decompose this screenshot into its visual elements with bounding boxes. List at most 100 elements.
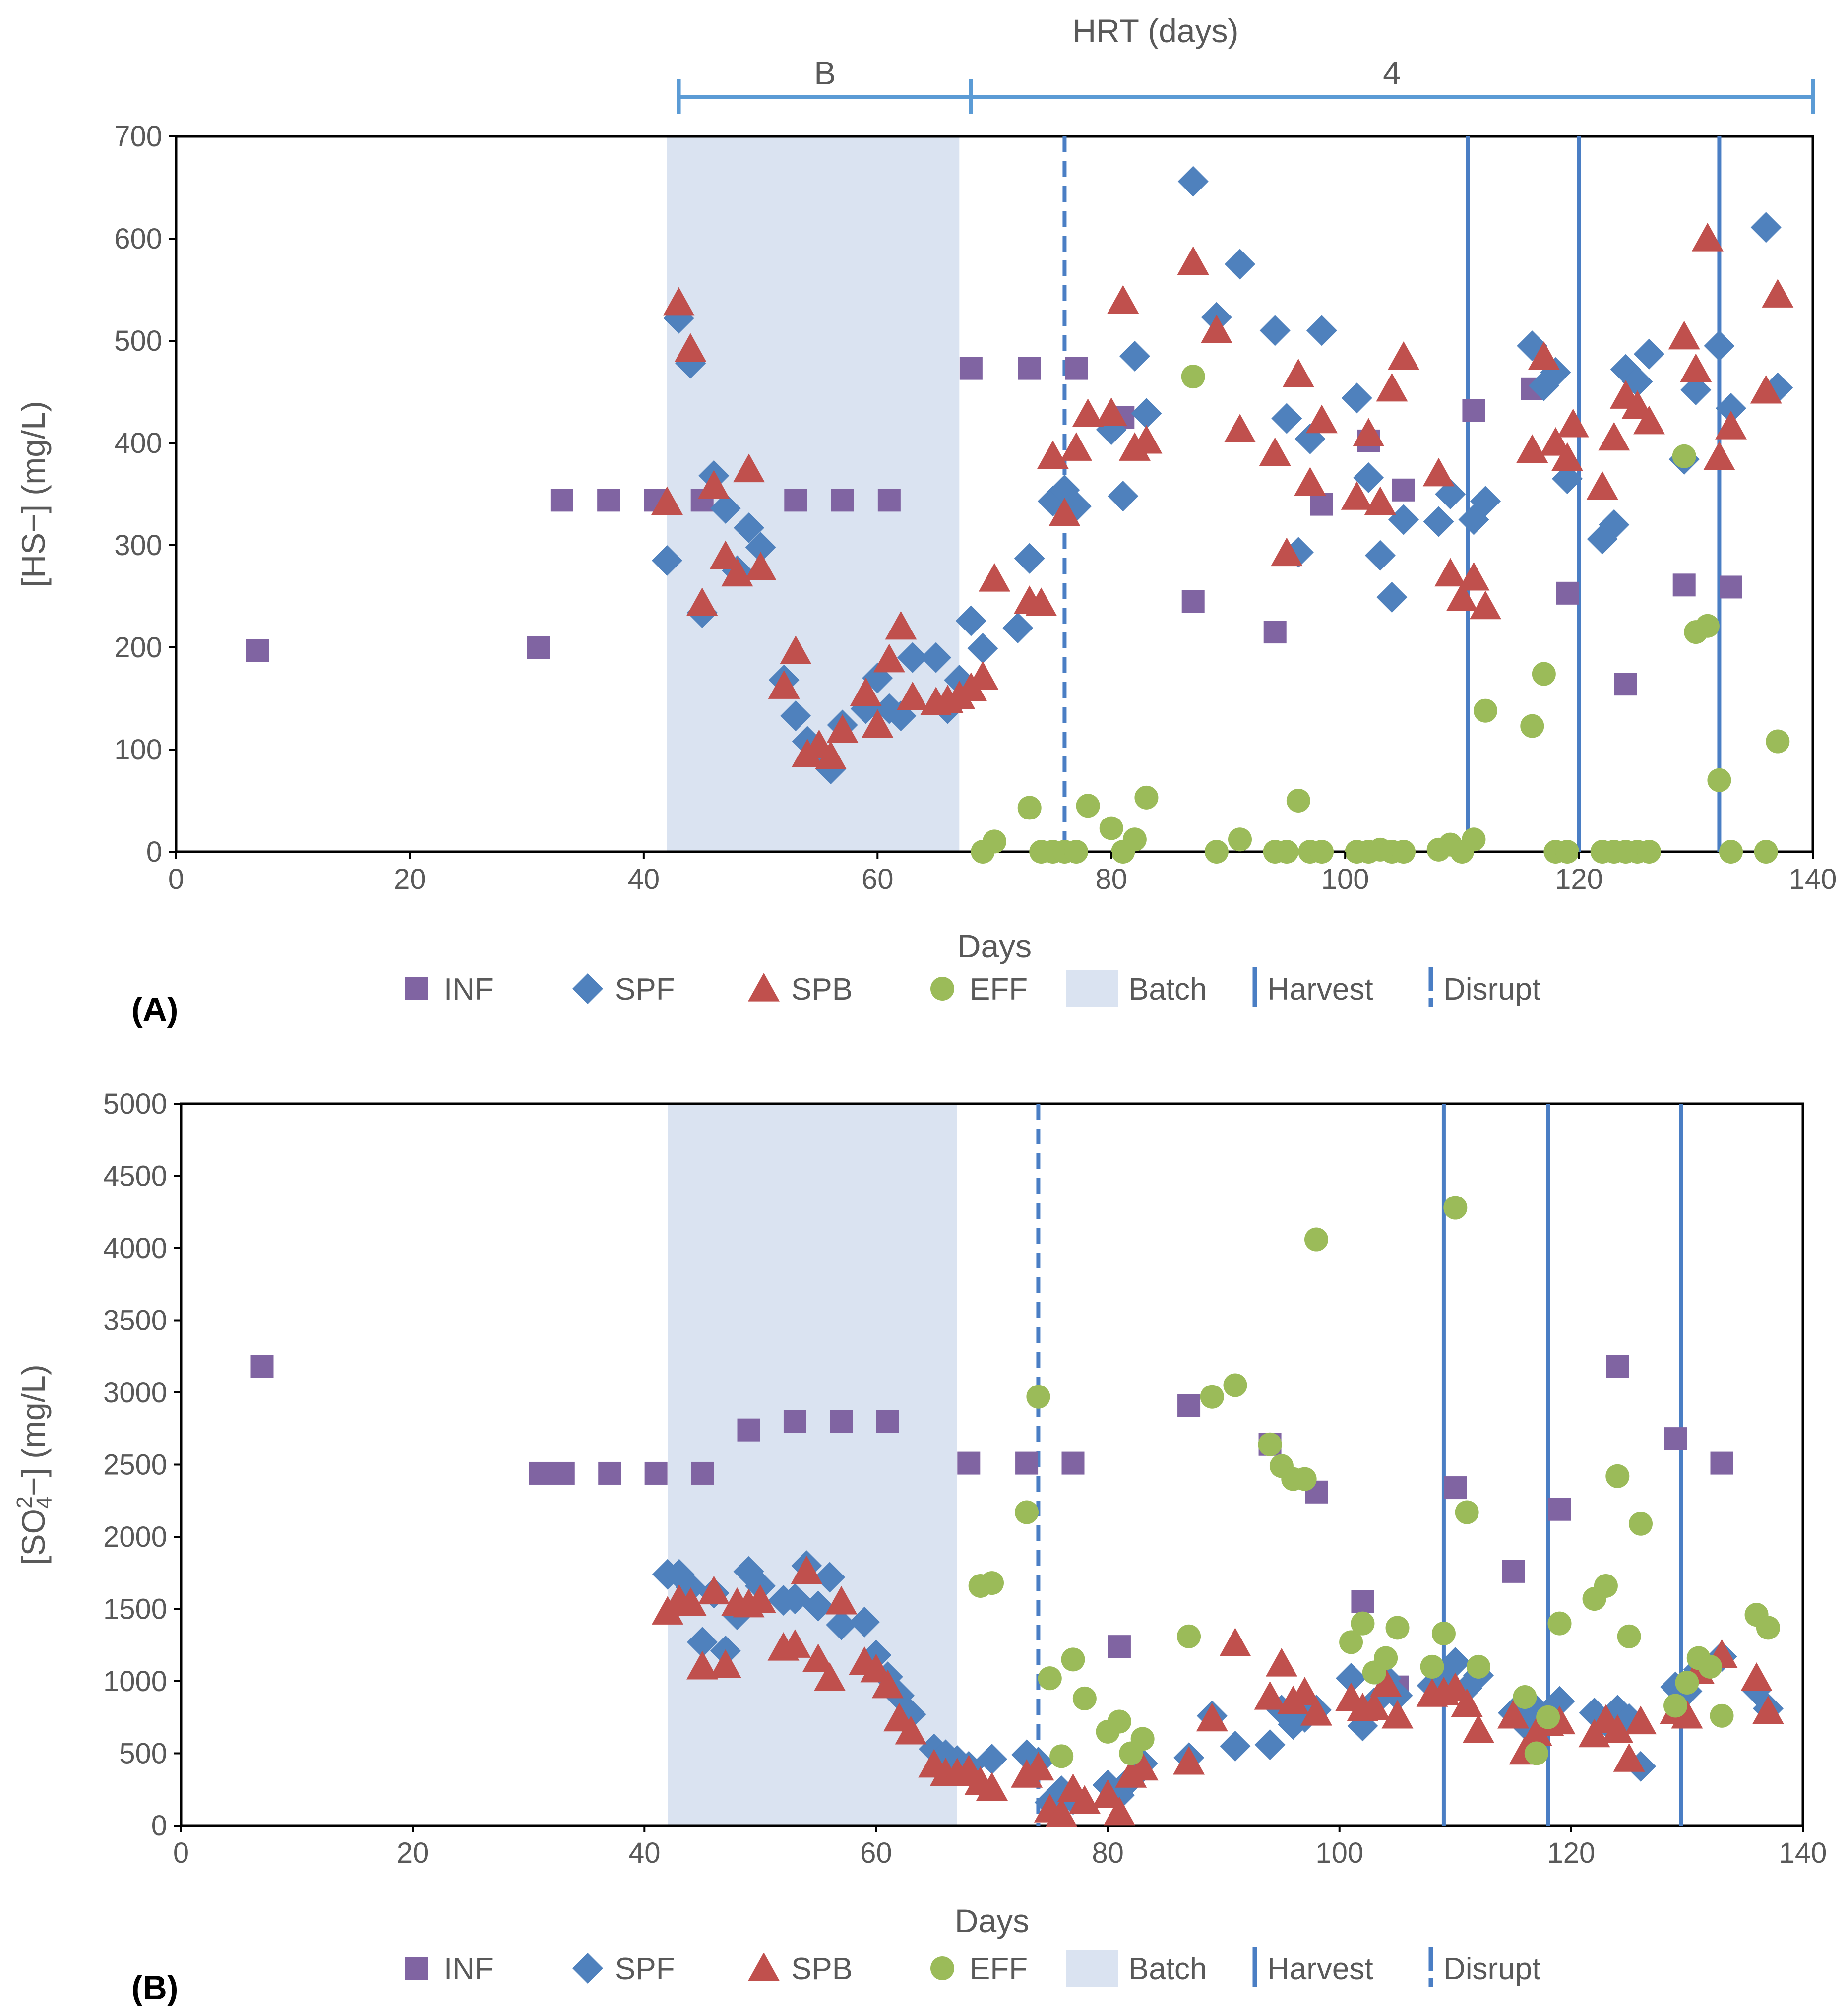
- panel-b-inf-point: [250, 1355, 274, 1378]
- panel-b-eff-point: [980, 1571, 1004, 1595]
- panel-b-y-tick-label: 3000: [103, 1377, 167, 1409]
- panel-b-inf-point: [644, 1461, 668, 1485]
- panel-a-spb-point: [1551, 442, 1583, 471]
- panel-a-spf-point: [897, 642, 928, 673]
- panel-b-x-tick-label: 100: [1315, 1837, 1363, 1869]
- panel-b-x-tick-label: 80: [1092, 1837, 1124, 1869]
- panel-a-eff-point: [1064, 840, 1088, 864]
- panel-a-spb-point: [873, 643, 905, 673]
- panel-a-series-eff: [971, 365, 1790, 864]
- panel-a-spf-point: [1353, 462, 1384, 494]
- panel-b-spb-point: [1300, 1697, 1332, 1726]
- panel-a-spb-point: [1586, 471, 1618, 500]
- panel-b-x-axis-title: Days: [955, 1902, 1029, 1939]
- panel-a-label: (A): [131, 991, 178, 1028]
- hrt-segment-label: B: [814, 55, 836, 91]
- panel-a-eff-point: [1555, 840, 1579, 864]
- panel-b-eff-point: [1536, 1705, 1560, 1729]
- panel-a-spf-point: [1599, 509, 1630, 540]
- panel-b-eff-point: [1026, 1385, 1050, 1409]
- panel-a-spb-point: [698, 470, 730, 499]
- panel-b-eff-point: [1467, 1654, 1490, 1679]
- panel-a-inf-point: [1263, 621, 1287, 644]
- panel-a-spb-point: [1060, 432, 1092, 461]
- panel-b-eff-point: [1617, 1624, 1641, 1648]
- panel-a-spf-point: [1271, 403, 1302, 434]
- panel-a-eff-point: [1228, 827, 1252, 852]
- panel-b-eff-point: [1698, 1654, 1723, 1679]
- panel-a-spb-point: [1130, 425, 1163, 454]
- panel-a-spb-point: [1037, 440, 1069, 469]
- panel-a-spb-point: [1715, 411, 1747, 440]
- panel-b-spf-point: [1336, 1663, 1367, 1694]
- panel-b-eff-point: [1663, 1694, 1688, 1718]
- panel-b-y-tick-label: 1500: [103, 1593, 167, 1626]
- panel-b-eff-point: [1339, 1630, 1363, 1654]
- panel-b-eff-point: [1130, 1727, 1155, 1751]
- panel-a-spb-point: [744, 552, 777, 580]
- panel-b-spb-point: [779, 1629, 811, 1658]
- panel-b-inf-point: [1548, 1498, 1571, 1521]
- panel-a-inf-point: [877, 489, 901, 512]
- panel-a-inf-point: [597, 489, 620, 512]
- panel-a-spb-point: [1691, 223, 1724, 252]
- panel-a-spb-point: [1528, 341, 1560, 370]
- panel-a-eff-point: [1076, 794, 1100, 818]
- panel-b-eff-point: [1756, 1616, 1780, 1640]
- panel-a-eff-point: [1392, 840, 1416, 864]
- panel-b-inf-point: [1351, 1590, 1374, 1613]
- panel-b-spb-point: [1381, 1700, 1414, 1729]
- panel-a-spb-point: [826, 714, 859, 743]
- panel-b-spb-point: [675, 1587, 707, 1616]
- panel-a-eff-point: [1286, 789, 1310, 813]
- panel-b-spb-point: [1463, 1714, 1494, 1743]
- panel-a-spb-point: [1072, 398, 1104, 427]
- panel-b-y-axis-title: [SO42−] (mg/L): [12, 1364, 57, 1565]
- panel-b-spb-point: [1451, 1688, 1483, 1717]
- panel-a-eff-point: [1204, 840, 1229, 864]
- panel-b-inf-point: [529, 1461, 552, 1485]
- panel-b-spb-point: [1219, 1628, 1251, 1656]
- panel-a-eff-point: [1520, 714, 1544, 738]
- panel-b-spb-point: [686, 1650, 719, 1680]
- panel-b-spb-point: [1265, 1648, 1297, 1677]
- panel-b-y-tick-label: 2500: [103, 1449, 167, 1481]
- panel-a-spb-point: [1516, 434, 1548, 463]
- panel-b-spb-point: [1625, 1705, 1657, 1735]
- panel-a-spb-point: [1388, 341, 1419, 370]
- panel-b-legend-inf-label: INF: [444, 1952, 493, 1986]
- panel-a-spb-point: [1294, 467, 1326, 496]
- panel-a-legend-spf-label: SPF: [615, 972, 675, 1007]
- panel-a-spb-point: [675, 333, 707, 362]
- panel-b-x-tick-label: 20: [397, 1837, 429, 1869]
- panel-b-eff-point: [1293, 1467, 1317, 1491]
- panel-a-eff-point: [1719, 840, 1743, 864]
- panel-a-legend-batch-swatch: [1066, 970, 1118, 1007]
- panel-a-spb-point: [1353, 418, 1385, 447]
- panel-a-spb-point: [1703, 441, 1735, 470]
- panel-a-spb-point: [1259, 437, 1291, 466]
- panel-a-spf-point: [780, 700, 811, 732]
- panel-a-spb-point: [733, 453, 765, 483]
- panel-a-x-tick-label: 120: [1555, 863, 1603, 895]
- panel-a-spb-point: [1025, 587, 1057, 617]
- panel-b: (B) Days [SO42−] (mg/L) INF SPF SPB EFF Batc…: [12, 1088, 1827, 2007]
- panel-a-inf-point: [1614, 673, 1637, 696]
- panel-a-spf-point: [1364, 540, 1396, 571]
- panel-b-plot-area: [180, 1102, 1804, 1827]
- panel-b-spb-point: [744, 1584, 776, 1613]
- panel-a-eff-point: [1134, 785, 1159, 810]
- panel-b-y-tick-label: 3500: [103, 1305, 167, 1337]
- panel-a-eff-point: [1754, 840, 1778, 864]
- panel-a-eff-point: [1275, 840, 1299, 864]
- panel-b-inf-point: [1444, 1476, 1467, 1500]
- panel-a-eff-point: [983, 829, 1006, 854]
- panel-a-spf-point: [710, 493, 741, 524]
- panel-b-legend-spb-marker: [748, 1953, 780, 1981]
- panel-a-spb-point: [709, 540, 741, 569]
- panel-b-inf-point: [1177, 1394, 1201, 1417]
- panel-a-series-spb: [651, 223, 1794, 770]
- panel-a-legend-disrupt-label: Disrupt: [1443, 972, 1540, 1007]
- panel-a-y-tick-label: 0: [146, 836, 162, 868]
- panel-b-spb-point: [871, 1669, 904, 1699]
